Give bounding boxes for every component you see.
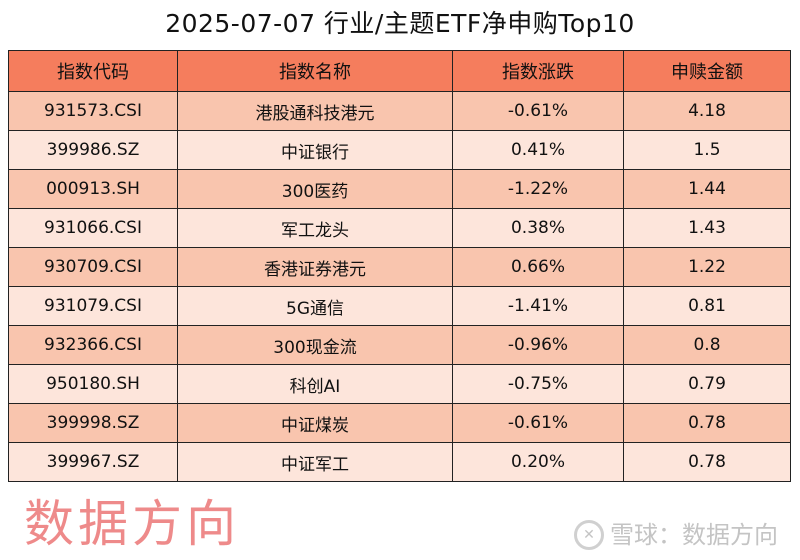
index-change-cell: 0.20% xyxy=(452,442,624,482)
column-header-code: 指数代码 xyxy=(8,50,178,92)
index-change-cell: 0.38% xyxy=(452,208,624,248)
index-name-cell: 中证银行 xyxy=(177,130,453,170)
index-change-cell: -0.61% xyxy=(452,91,624,131)
net-amount-cell: 0.78 xyxy=(623,403,791,443)
table-row: 932366.CSI 300现金流 -0.96% 0.8 xyxy=(8,325,791,365)
index-change-cell: -1.22% xyxy=(452,169,624,209)
index-code-cell: 931079.CSI xyxy=(8,286,178,326)
index-code-cell: 950180.SH xyxy=(8,364,178,404)
table-row: 931066.CSI 军工龙头 0.38% 1.43 xyxy=(8,208,791,248)
net-amount-cell: 1.44 xyxy=(623,169,791,209)
snowball-logo-icon: ✕ xyxy=(574,520,604,550)
table-row: 931573.CSI 港股通科技港元 -0.61% 4.18 xyxy=(8,91,791,131)
net-amount-cell: 1.43 xyxy=(623,208,791,248)
table-row: 399967.SZ 中证军工 0.20% 0.78 xyxy=(8,442,791,482)
index-change-cell: -0.61% xyxy=(452,403,624,443)
table-row: 399998.SZ 中证煤炭 -0.61% 0.78 xyxy=(8,403,791,443)
index-name-cell: 300现金流 xyxy=(177,325,453,365)
index-name-cell: 300医药 xyxy=(177,169,453,209)
column-header-amount: 申赎金额 xyxy=(623,50,791,92)
index-name-cell: 5G通信 xyxy=(177,286,453,326)
column-header-name: 指数名称 xyxy=(177,50,453,92)
page-title: 2025-07-07 行业/主题ETF净申购Top10 xyxy=(165,9,635,38)
table-row: 950180.SH 科创AI -0.75% 0.79 xyxy=(8,364,791,404)
net-amount-cell: 4.18 xyxy=(623,91,791,131)
index-name-cell: 港股通科技港元 xyxy=(177,91,453,131)
index-code-cell: 399998.SZ xyxy=(8,403,178,443)
net-amount-cell: 0.79 xyxy=(623,364,791,404)
net-amount-cell: 0.81 xyxy=(623,286,791,326)
table-row: 399986.SZ 中证银行 0.41% 1.5 xyxy=(8,130,791,170)
index-change-cell: -1.41% xyxy=(452,286,624,326)
index-name-cell: 中证军工 xyxy=(177,442,453,482)
index-change-cell: 0.66% xyxy=(452,247,624,287)
watermark: 数据方向 xyxy=(24,495,240,553)
index-name-cell: 中证煤炭 xyxy=(177,403,453,443)
net-amount-cell: 0.78 xyxy=(623,442,791,482)
table-row: 931079.CSI 5G通信 -1.41% 0.81 xyxy=(8,286,791,326)
index-change-cell: 0.41% xyxy=(452,130,624,170)
footer-text: 雪球：数据方向 xyxy=(610,521,778,549)
index-code-cell: 000913.SH xyxy=(8,169,178,209)
index-code-cell: 930709.CSI xyxy=(8,247,178,287)
net-amount-cell: 0.8 xyxy=(623,325,791,365)
index-name-cell: 科创AI xyxy=(177,364,453,404)
column-header-change: 指数涨跌 xyxy=(452,50,624,92)
index-change-cell: -0.96% xyxy=(452,325,624,365)
table-header: 指数代码 指数名称 指数涨跌 申赎金额 xyxy=(8,50,791,92)
table-row: 930709.CSI 香港证券港元 0.66% 1.22 xyxy=(8,247,791,287)
index-code-cell: 931573.CSI xyxy=(8,91,178,131)
index-code-cell: 931066.CSI xyxy=(8,208,178,248)
net-amount-cell: 1.22 xyxy=(623,247,791,287)
footer-credit: ✕ 雪球：数据方向 xyxy=(574,520,778,550)
net-amount-cell: 1.5 xyxy=(623,130,791,170)
index-name-cell: 军工龙头 xyxy=(177,208,453,248)
index-code-cell: 399986.SZ xyxy=(8,130,178,170)
index-code-cell: 399967.SZ xyxy=(8,442,178,482)
index-name-cell: 香港证券港元 xyxy=(177,247,453,287)
etf-table: 指数代码 指数名称 指数涨跌 申赎金额 931573.CSI 港股通科技港元 -0.… xyxy=(8,50,791,482)
table-row: 000913.SH 300医药 -1.22% 1.44 xyxy=(8,169,791,209)
index-code-cell: 932366.CSI xyxy=(8,325,178,365)
index-change-cell: -0.75% xyxy=(452,364,624,404)
